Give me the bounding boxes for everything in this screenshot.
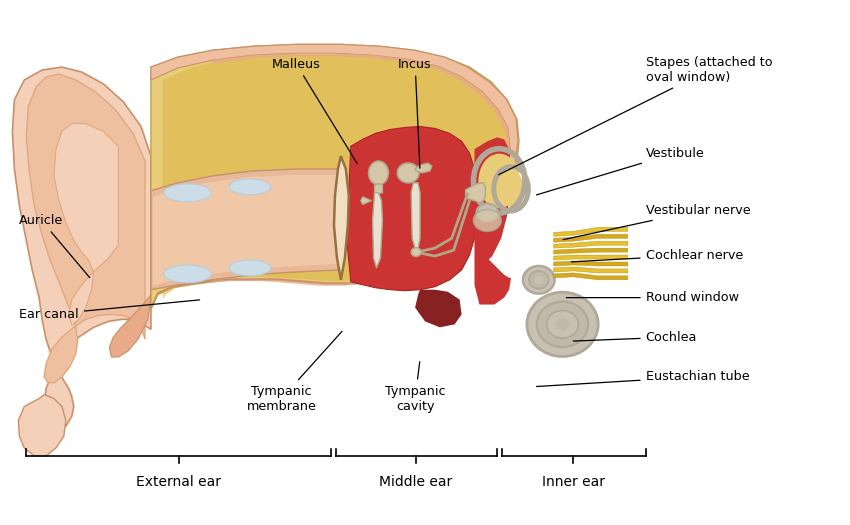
Polygon shape	[334, 156, 348, 280]
Ellipse shape	[230, 260, 270, 276]
Ellipse shape	[473, 209, 502, 232]
Ellipse shape	[164, 184, 212, 202]
Polygon shape	[360, 197, 371, 205]
Ellipse shape	[164, 265, 212, 283]
Ellipse shape	[479, 154, 520, 208]
Polygon shape	[151, 44, 518, 308]
Polygon shape	[553, 234, 628, 242]
Text: Round window: Round window	[566, 291, 739, 304]
Ellipse shape	[537, 301, 588, 347]
Ellipse shape	[477, 204, 498, 222]
Polygon shape	[372, 193, 382, 268]
Polygon shape	[553, 255, 628, 260]
Polygon shape	[553, 248, 628, 254]
Polygon shape	[110, 295, 151, 357]
Ellipse shape	[411, 248, 421, 257]
Text: Tympanic
membrane: Tympanic membrane	[246, 331, 342, 413]
Text: Cochlea: Cochlea	[573, 331, 697, 344]
Text: External ear: External ear	[136, 475, 221, 489]
Polygon shape	[415, 290, 462, 327]
Polygon shape	[153, 175, 339, 286]
Polygon shape	[54, 123, 118, 326]
Polygon shape	[553, 273, 628, 280]
Text: Malleus: Malleus	[272, 58, 357, 164]
Polygon shape	[466, 183, 485, 203]
Text: Auricle: Auricle	[20, 214, 90, 278]
Text: Inner ear: Inner ear	[542, 475, 605, 489]
Polygon shape	[553, 267, 628, 273]
Ellipse shape	[529, 271, 549, 289]
Polygon shape	[411, 183, 420, 248]
Polygon shape	[151, 169, 341, 290]
Text: Vestibular nerve: Vestibular nerve	[564, 204, 751, 239]
Text: Ear canal: Ear canal	[20, 300, 200, 321]
Polygon shape	[19, 395, 65, 456]
Polygon shape	[375, 184, 383, 194]
Ellipse shape	[556, 318, 570, 330]
Ellipse shape	[397, 163, 419, 183]
Polygon shape	[151, 44, 519, 310]
Ellipse shape	[547, 310, 578, 338]
Ellipse shape	[523, 266, 554, 293]
Polygon shape	[415, 163, 432, 173]
Text: Vestibule: Vestibule	[536, 146, 705, 195]
Polygon shape	[347, 127, 478, 291]
Polygon shape	[163, 51, 514, 300]
Polygon shape	[26, 74, 145, 383]
Text: Cochlear nerve: Cochlear nerve	[571, 248, 743, 262]
Text: Tympanic
cavity: Tympanic cavity	[385, 362, 445, 413]
Polygon shape	[474, 245, 511, 304]
Polygon shape	[553, 241, 628, 248]
Ellipse shape	[498, 171, 524, 207]
Polygon shape	[474, 138, 511, 268]
Text: Eustachian tube: Eustachian tube	[536, 370, 749, 386]
Text: Incus: Incus	[399, 58, 432, 168]
Text: Middle ear: Middle ear	[379, 475, 453, 489]
Ellipse shape	[527, 292, 598, 356]
Text: Stapes (attached to
oval window): Stapes (attached to oval window)	[499, 56, 773, 175]
Ellipse shape	[535, 276, 543, 284]
Polygon shape	[212, 53, 510, 286]
Polygon shape	[13, 67, 151, 430]
Polygon shape	[553, 261, 628, 266]
Polygon shape	[553, 227, 628, 236]
Ellipse shape	[369, 161, 388, 185]
Ellipse shape	[230, 179, 270, 195]
